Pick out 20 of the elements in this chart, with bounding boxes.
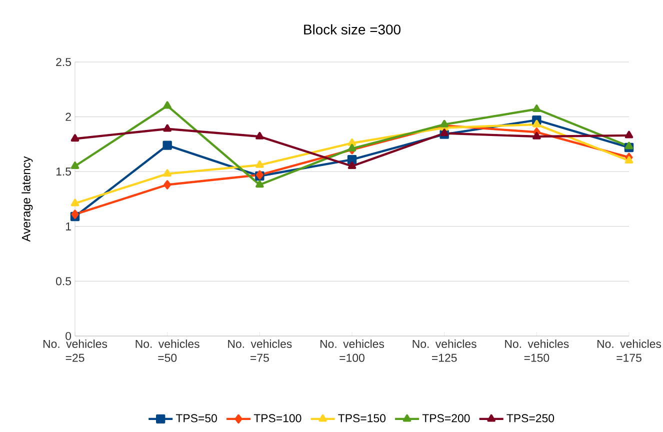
legend-label: TPS=150 <box>338 414 386 422</box>
x-tick-label: No. vehicles =100 <box>320 340 384 362</box>
x-tick-label: No. vehicles =175 <box>597 340 662 362</box>
x-tick-label: No. vehicles =125 <box>412 340 476 362</box>
y-axis-title: Average latency <box>22 156 33 242</box>
x-tick-label: No. vehicles =50 <box>136 340 200 362</box>
y-tick-label: 1.5 <box>56 168 72 176</box>
x-tick-label: No. vehicles =150 <box>505 340 569 362</box>
chart-title: Block size =300 <box>304 24 400 35</box>
x-tick-label: No. vehicles =25 <box>43 340 108 362</box>
y-tick-label: 2.5 <box>56 58 72 66</box>
y-tick-label: 0.5 <box>56 277 72 286</box>
y-tick-label: 0 <box>66 332 72 340</box>
legend-label: TPS=250 <box>506 414 554 422</box>
x-tick-label: No. vehicles =75 <box>228 340 292 362</box>
legend-label: TPS=50 <box>176 414 217 422</box>
legend-label: TPS=100 <box>254 414 302 422</box>
legend-label: TPS=200 <box>422 414 470 422</box>
y-tick-label: 1 <box>66 222 71 230</box>
y-tick-label: 2 <box>66 112 71 121</box>
